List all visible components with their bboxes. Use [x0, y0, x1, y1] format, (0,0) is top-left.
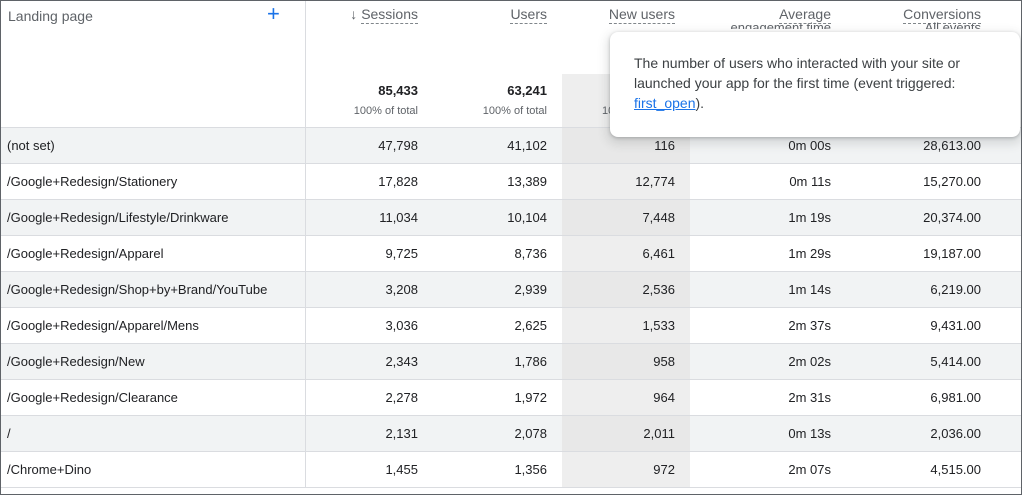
conversions-header-sub: All events — [924, 21, 981, 29]
row-users: 1,356 — [433, 451, 562, 488]
row-landing-page[interactable]: (not set) — [1, 127, 306, 164]
sessions-header-label[interactable]: Sessions — [361, 6, 418, 24]
avg-engagement-header-label[interactable]: Average — [779, 6, 831, 24]
table-row[interactable]: /Google+Redesign/Clearance 2,278 1,972 9… — [1, 379, 1021, 416]
row-conversions: 9,431.00 — [846, 307, 996, 344]
row-sessions: 3,036 — [305, 307, 433, 344]
dimension-header-label[interactable]: Landing page — [8, 8, 93, 24]
row-filler — [996, 343, 1021, 380]
row-sessions: 2,343 — [305, 343, 433, 380]
new-users-tooltip: The number of users who interacted with … — [610, 32, 1020, 137]
row-conversions: 2,036.00 — [846, 415, 996, 452]
table-row[interactable]: /Google+Redesign/New 2,343 1,786 958 2m … — [1, 343, 1021, 380]
table-row[interactable]: /Google+Redesign/Stationery 17,828 13,38… — [1, 163, 1021, 200]
users-header[interactable]: Users 63,241 100% of total — [433, 1, 562, 128]
row-filler — [996, 415, 1021, 452]
row-sessions: 1,455 — [305, 451, 433, 488]
users-header-label[interactable]: Users — [510, 6, 547, 24]
row-users: 13,389 — [433, 163, 562, 200]
row-sessions: 3,208 — [305, 271, 433, 308]
row-landing-page[interactable]: / — [1, 415, 306, 452]
row-landing-page[interactable]: /Google+Redesign/Clearance — [1, 379, 306, 416]
table-row[interactable]: /Chrome+Dino 1,455 1,356 972 2m 07s 4,51… — [1, 451, 1021, 488]
row-engagement: 1m 19s — [690, 199, 846, 236]
landing-page-table: Landing page + ↓ Sessions 85,433 100% of … — [1, 1, 1021, 488]
tooltip-suffix: ). — [695, 95, 705, 111]
table-row[interactable]: /Google+Redesign/Lifestyle/Drinkware 11,… — [1, 199, 1021, 236]
row-sessions: 11,034 — [305, 199, 433, 236]
row-sessions: 2,131 — [305, 415, 433, 452]
new-users-header-label[interactable]: New users — [608, 6, 675, 24]
row-engagement: 2m 37s — [690, 307, 846, 344]
row-new-users: 2,536 — [562, 271, 690, 308]
row-users: 1,972 — [433, 379, 562, 416]
row-engagement: 2m 02s — [690, 343, 846, 380]
row-new-users: 958 — [562, 343, 690, 380]
row-landing-page[interactable]: /Chrome+Dino — [1, 451, 306, 488]
row-new-users: 964 — [562, 379, 690, 416]
row-conversions: 19,187.00 — [846, 235, 996, 272]
row-landing-page[interactable]: /Google+Redesign/Stationery — [1, 163, 306, 200]
row-engagement: 1m 29s — [690, 235, 846, 272]
row-users: 2,078 — [433, 415, 562, 452]
row-engagement: 2m 07s — [690, 451, 846, 488]
users-total-pct: 100% of total — [482, 105, 547, 117]
row-conversions: 20,374.00 — [846, 199, 996, 236]
row-users: 2,939 — [433, 271, 562, 308]
avg-engagement-header-sub: engagement time — [730, 21, 831, 29]
row-new-users: 2,011 — [562, 415, 690, 452]
tooltip-text: The number of users who interacted with … — [634, 55, 961, 91]
conversions-header-label[interactable]: Conversions — [903, 6, 981, 24]
row-users: 8,736 — [433, 235, 562, 272]
row-users: 41,102 — [433, 127, 562, 164]
row-conversions: 5,414.00 — [846, 343, 996, 380]
sessions-total-pct: 100% of total — [353, 105, 418, 117]
row-landing-page[interactable]: /Google+Redesign/Shop+by+Brand/YouTube — [1, 271, 306, 308]
table-row[interactable]: /Google+Redesign/Shop+by+Brand/YouTube 3… — [1, 271, 1021, 308]
row-sessions: 47,798 — [305, 127, 433, 164]
plus-icon[interactable]: + — [267, 1, 280, 26]
row-new-users: 972 — [562, 451, 690, 488]
row-engagement: 0m 11s — [690, 163, 846, 200]
row-landing-page[interactable]: /Google+Redesign/New — [1, 343, 306, 380]
row-filler — [996, 199, 1021, 236]
row-filler — [996, 379, 1021, 416]
row-landing-page[interactable]: /Google+Redesign/Lifestyle/Drinkware — [1, 199, 306, 236]
row-new-users: 7,448 — [562, 199, 690, 236]
table-row[interactable]: / 2,131 2,078 2,011 0m 13s 2,036.00 — [1, 415, 1021, 452]
table-body: (not set) 47,798 41,102 116 0m 00s 28,61… — [1, 127, 1021, 488]
table-row[interactable]: /Google+Redesign/Apparel 9,725 8,736 6,4… — [1, 235, 1021, 272]
dimension-header: Landing page + — [1, 1, 306, 128]
sessions-total: 85,433 — [378, 83, 418, 98]
row-conversions: 4,515.00 — [846, 451, 996, 488]
row-landing-page[interactable]: /Google+Redesign/Apparel/Mens — [1, 307, 306, 344]
row-engagement: 2m 31s — [690, 379, 846, 416]
row-engagement: 0m 13s — [690, 415, 846, 452]
row-filler — [996, 235, 1021, 272]
table-row[interactable]: /Google+Redesign/Apparel/Mens 3,036 2,62… — [1, 307, 1021, 344]
sessions-header[interactable]: ↓ Sessions 85,433 100% of total — [305, 1, 433, 128]
row-conversions: 15,270.00 — [846, 163, 996, 200]
row-sessions: 9,725 — [305, 235, 433, 272]
row-engagement: 1m 14s — [690, 271, 846, 308]
row-filler — [996, 451, 1021, 488]
arrow-down-icon: ↓ — [350, 6, 358, 22]
row-new-users: 6,461 — [562, 235, 690, 272]
row-sessions: 2,278 — [305, 379, 433, 416]
row-users: 2,625 — [433, 307, 562, 344]
row-new-users: 12,774 — [562, 163, 690, 200]
row-conversions: 6,981.00 — [846, 379, 996, 416]
row-filler — [996, 271, 1021, 308]
row-conversions: 6,219.00 — [846, 271, 996, 308]
row-filler — [996, 307, 1021, 344]
row-users: 1,786 — [433, 343, 562, 380]
row-users: 10,104 — [433, 199, 562, 236]
users-total: 63,241 — [507, 83, 547, 98]
first-open-link[interactable]: first_open — [634, 95, 696, 111]
row-new-users: 1,533 — [562, 307, 690, 344]
row-landing-page[interactable]: /Google+Redesign/Apparel — [1, 235, 306, 272]
row-filler — [996, 163, 1021, 200]
row-sessions: 17,828 — [305, 163, 433, 200]
